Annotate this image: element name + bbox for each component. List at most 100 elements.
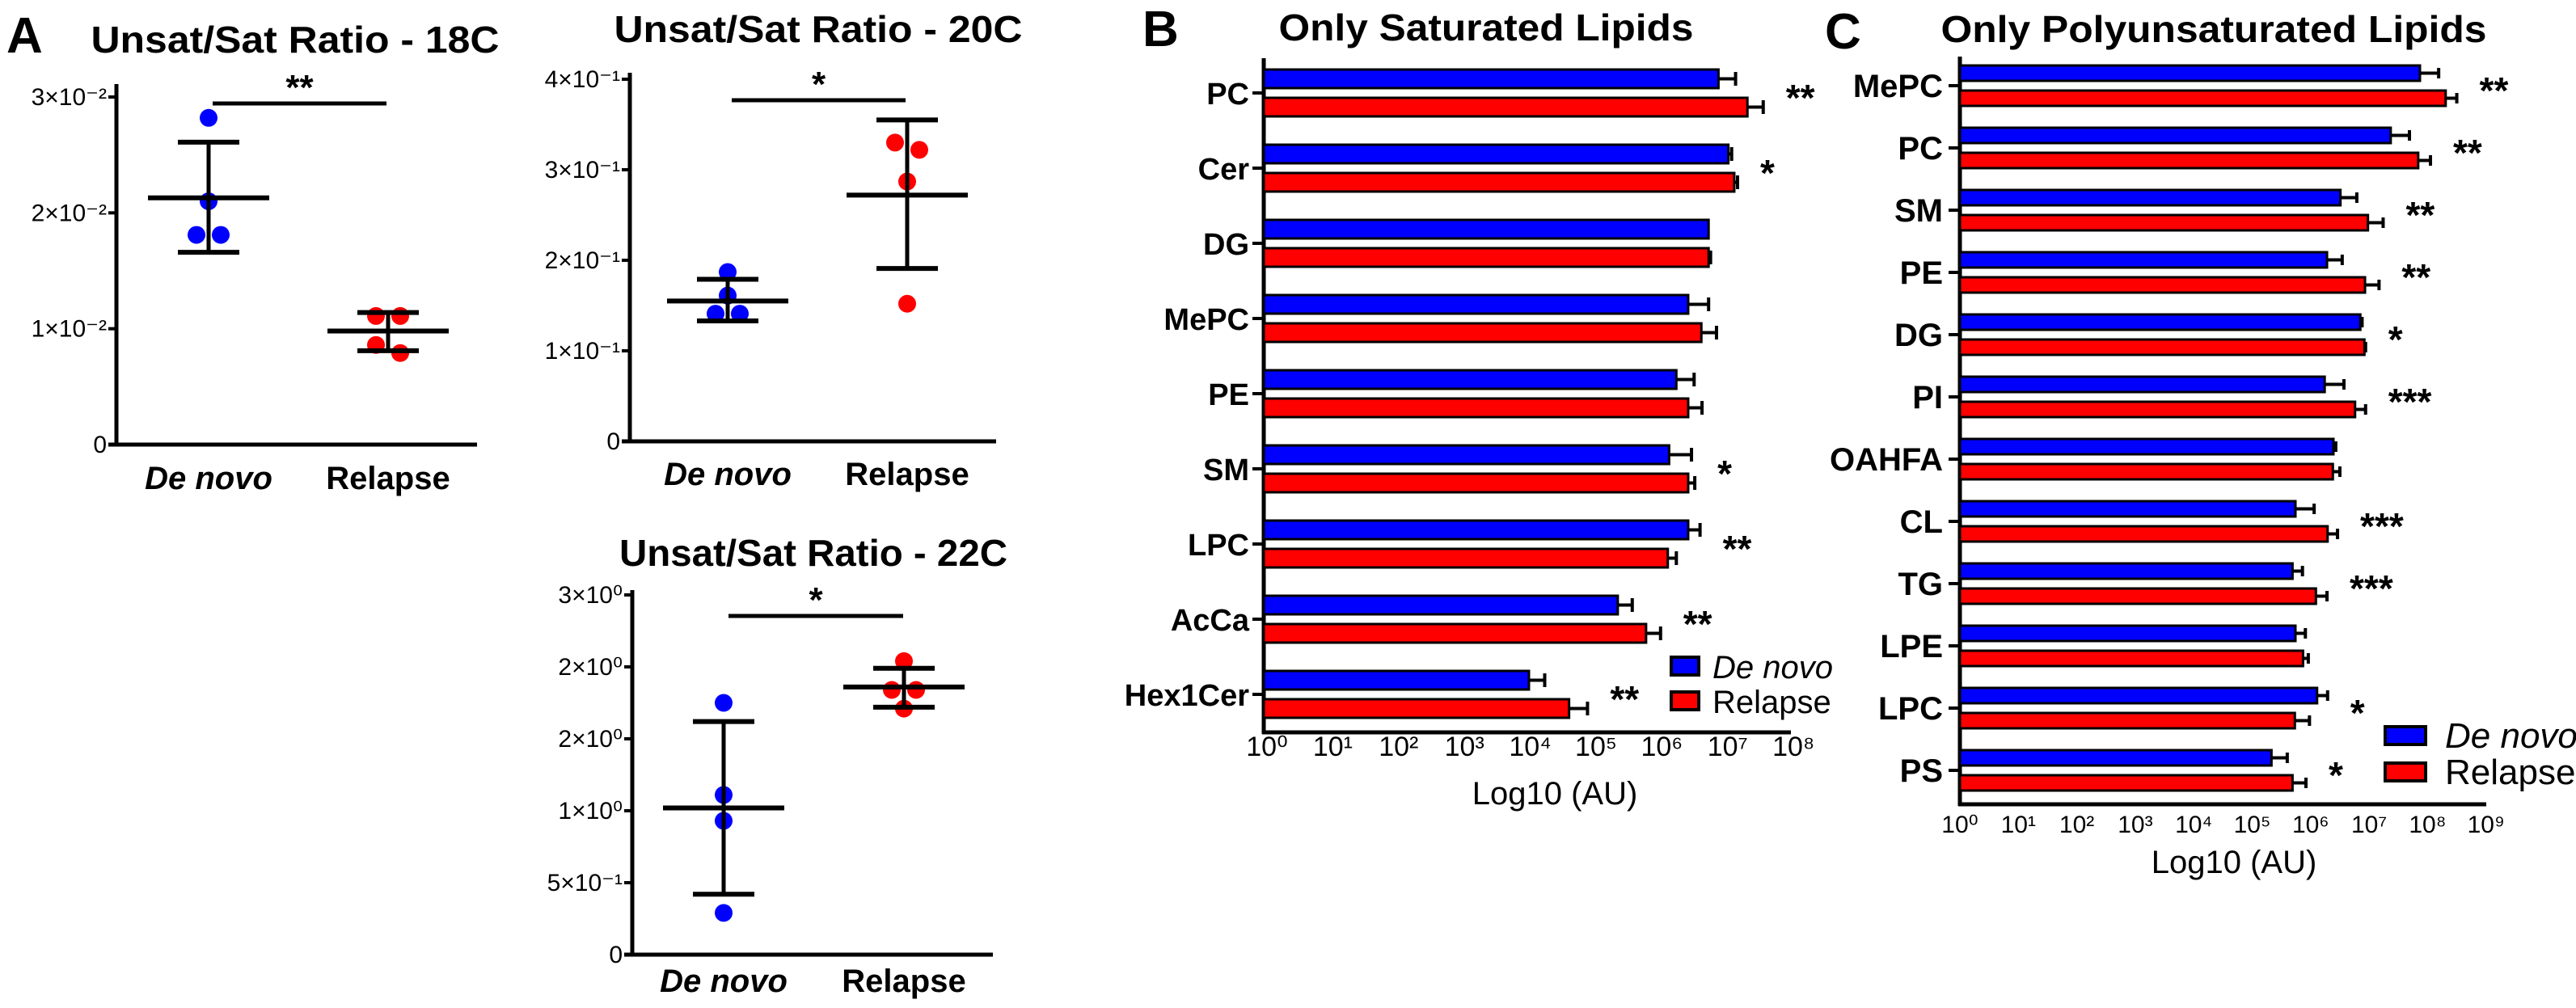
category-label: SM xyxy=(1203,453,1249,487)
bar-chart-c: Only Polyunsaturated Lipids 10⁰ 10¹ 10² 10³ 1… xyxy=(1830,8,2576,880)
bar-chart-b: Only Saturated Lipids 10⁰ 10¹ 10² 10³ 10⁴ 10⁵ 1… xyxy=(1125,6,1833,812)
bar-relapse xyxy=(1958,89,2447,108)
bar-de-novo xyxy=(1262,143,1730,165)
category-label: PS xyxy=(1900,753,1943,789)
category-label: PE xyxy=(1208,378,1249,412)
data-point xyxy=(391,306,409,325)
y-tick-label: 2×10⁰ xyxy=(558,654,623,681)
legend-swatch xyxy=(2384,761,2427,782)
category-label: DG xyxy=(1203,228,1249,262)
bar-de-novo xyxy=(1958,500,2297,518)
significance-marker: ** xyxy=(1723,528,1752,570)
significance-marker: ** xyxy=(285,68,314,108)
bar-de-novo xyxy=(1958,188,2342,207)
chart-title: Unsat/Sat Ratio - 20C xyxy=(614,8,1023,50)
y-tick-label: 3×10⁰ xyxy=(558,582,623,609)
data-point xyxy=(719,263,737,281)
bar-relapse xyxy=(1262,247,1710,268)
significance-marker: ** xyxy=(1786,77,1815,119)
data-point xyxy=(731,305,749,323)
y-tick-label: 3×10⁻² xyxy=(32,84,107,111)
bar-relapse xyxy=(1958,338,2366,356)
data-point xyxy=(886,133,904,152)
x-tick-label: 10⁵ xyxy=(2234,812,2271,838)
significance-marker: * xyxy=(812,65,826,104)
bar-de-novo xyxy=(1262,293,1690,315)
category-label: LPC xyxy=(1878,691,1943,727)
bar-relapse xyxy=(1262,698,1571,719)
significance-marker: * xyxy=(2329,754,2343,796)
x-tick-label: 10³ xyxy=(2118,812,2152,838)
y-tick-label: 1×10⁻² xyxy=(32,316,107,343)
bar-relapse xyxy=(1958,462,2334,481)
x-tick-label: 10² xyxy=(1379,732,1418,762)
bar-de-novo xyxy=(1958,686,2319,705)
legend-label: Relapse xyxy=(1712,685,1831,720)
significance-marker: ** xyxy=(1683,603,1712,645)
y-tick-label: 0 xyxy=(93,432,107,458)
bar-de-novo xyxy=(1958,375,2326,394)
bar-de-novo xyxy=(1262,218,1710,240)
category-label: LPE xyxy=(1880,629,1943,664)
x-tick-label: 10⁵ xyxy=(1575,732,1617,762)
bar-relapse xyxy=(1262,322,1703,344)
significance-marker: ** xyxy=(2480,70,2509,112)
data-point xyxy=(898,294,916,313)
x-axis-label: Log10 (AU) xyxy=(2152,845,2317,880)
bar-relapse xyxy=(1262,622,1648,644)
bar-de-novo xyxy=(1958,437,2335,456)
bar-de-novo xyxy=(1262,519,1690,541)
x-tick-label: 10⁰ xyxy=(1246,732,1287,762)
y-tick-label: 1×10⁻¹ xyxy=(545,338,620,365)
category-label: PE xyxy=(1900,255,1943,291)
bar-de-novo xyxy=(1262,68,1720,90)
legend-swatch xyxy=(2384,725,2427,746)
significance-marker: * xyxy=(1717,453,1732,495)
significance-marker: *** xyxy=(2350,567,2393,609)
category-label: PC xyxy=(1206,78,1249,112)
category-label: AcCa xyxy=(1171,604,1250,638)
panel-label-c: C xyxy=(1825,4,1861,60)
bar-relapse xyxy=(1262,472,1690,494)
significance-marker: *** xyxy=(2360,505,2404,547)
scatter-chart-2: Unsat/Sat Ratio - 20C 0 1×10⁻¹ 2×10⁻¹ 3×10⁻¹… xyxy=(545,8,1023,492)
bar-relapse xyxy=(1958,151,2420,170)
y-tick-label: 2×10⁻² xyxy=(32,200,107,226)
x-tick-label: 10⁴ xyxy=(1509,732,1551,762)
category-label: DG xyxy=(1894,318,1943,353)
bar-de-novo xyxy=(1958,64,2422,82)
bar-relapse xyxy=(1262,397,1690,419)
legend-swatch xyxy=(1670,690,1700,711)
x-category-label: De novo xyxy=(664,457,792,492)
x-tick-label: 10⁸ xyxy=(1772,732,1814,762)
chart-title: Unsat/Sat Ratio - 22C xyxy=(619,532,1007,574)
data-point xyxy=(188,226,205,244)
data-point xyxy=(895,652,913,670)
category-label: Cer xyxy=(1198,153,1250,187)
x-category-label: De novo xyxy=(145,461,272,496)
y-tick-label: 5×10⁻¹ xyxy=(547,870,623,896)
significance-marker: * xyxy=(809,580,823,620)
bar-de-novo xyxy=(1958,624,2297,643)
bar-relapse xyxy=(1958,213,2370,232)
bar-de-novo xyxy=(1958,562,2294,580)
bar-de-novo xyxy=(1262,594,1620,616)
bar-relapse xyxy=(1262,547,1670,569)
significance-marker: * xyxy=(2388,318,2403,361)
data-point xyxy=(715,694,733,712)
data-point xyxy=(910,141,928,159)
bar-relapse xyxy=(1958,587,2317,605)
panel-label-b: B xyxy=(1142,2,1179,57)
data-point xyxy=(715,904,733,922)
data-point xyxy=(707,305,724,323)
y-tick-label: 0 xyxy=(606,428,620,455)
legend-label: De novo xyxy=(2445,716,2576,756)
data-point xyxy=(212,226,230,244)
scatter-chart-1: Unsat/Sat Ratio - 18C 0 1×10⁻² 2×10⁻² 3×10⁻²… xyxy=(32,19,500,496)
category-label: PC xyxy=(1898,131,1943,167)
bar-de-novo xyxy=(1262,444,1670,466)
data-point xyxy=(200,108,217,127)
chart-title: Only Polyunsaturated Lipids xyxy=(1941,8,2487,50)
